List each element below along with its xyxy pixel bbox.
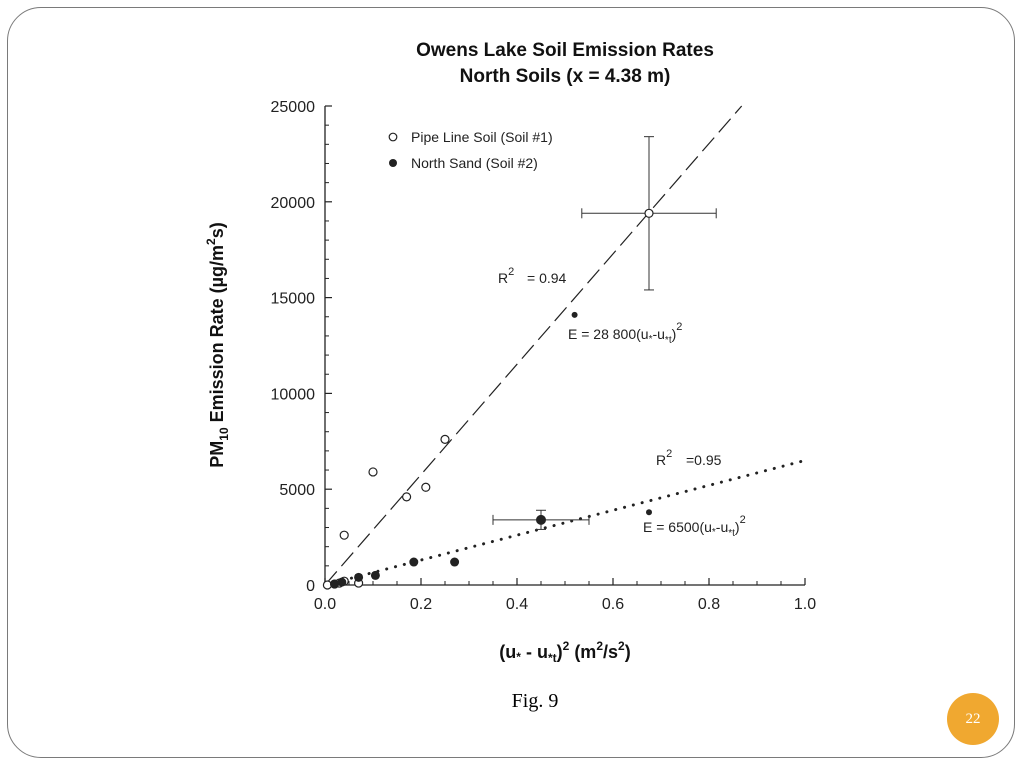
y-tick-label: 10000 [271, 386, 316, 403]
x-tick-label: 0.6 [602, 596, 624, 613]
data-point-soil-1 [368, 467, 378, 477]
fit-lines [323, 105, 807, 587]
data-point-soil-1 [402, 492, 412, 502]
data-point-soil-2 [330, 579, 340, 589]
legend-label-north-sand: North Sand (Soil #2) [411, 155, 538, 171]
axes: 0.0 0.2 0.4 0.6 0.8 1.0 0 5000 10000 15000 20000 25… [271, 99, 817, 613]
x-tick-label: 0.0 [314, 596, 336, 613]
legend: Pipe Line Soil (Soil #1) North Sand (Soi… [388, 129, 553, 171]
legend-marker-north-sand [389, 159, 397, 167]
fit-line-1 [324, 105, 743, 586]
data-point-soil-2 [337, 577, 347, 587]
data-point-soil-2 [370, 570, 380, 580]
data-point-soil-1 [421, 482, 431, 492]
fit-annotation-soil-1: R2 = 0.94 E = 28 800(u*-u*t)2 [498, 266, 682, 346]
x-axis-label: (u* - u*t)2 (m2/s2) [499, 639, 630, 665]
x-tick-label: 1.0 [794, 596, 816, 613]
r2-label-soil-1: R2 [498, 266, 514, 286]
data-point-soil-1 [440, 434, 450, 444]
data-point-soil-2 [536, 514, 546, 525]
x-tick-label: 0.2 [410, 596, 432, 613]
fit-equation-soil-1: E = 28 800(u*-u*t)2 [568, 321, 682, 346]
x-tick-label: 0.4 [506, 596, 528, 613]
y-tick-label: 15000 [271, 291, 316, 308]
fit-line-2 [323, 458, 807, 587]
r2-value-soil-1: = 0.94 [527, 270, 567, 286]
r2-value-soil-2: =0.95 [686, 452, 722, 468]
data-point-soil-1 [339, 530, 349, 540]
data-point-soil-2 [409, 557, 419, 567]
y-tick-label: 25000 [271, 99, 316, 116]
legend-label-pipe-line-soil: Pipe Line Soil (Soil #1) [411, 129, 553, 145]
fit-equation-soil-2: E = 6500(u*-u*t)2 [643, 514, 746, 539]
legend-marker-pipe-line-soil [388, 132, 398, 142]
y-tick-label: 0 [306, 578, 315, 595]
page-number-badge: 22 [947, 693, 999, 745]
fit-annotation-soil-2: R2 =0.95 E = 6500(u*-u*t)2 [643, 448, 746, 539]
y-axis-label: PM10 Emission Rate (µg/m2s) [204, 222, 231, 467]
y-tick-label: 20000 [271, 195, 316, 212]
y-tick-label: 5000 [279, 482, 315, 499]
data-point-soil-2 [354, 572, 364, 582]
data-point-soil-2 [571, 311, 578, 318]
slide-frame [7, 7, 1015, 758]
r2-label-soil-2: R2 [656, 448, 672, 468]
figure-caption: Fig. 9 [511, 690, 559, 712]
data-point-soil-2 [450, 557, 460, 567]
data-points [322, 136, 717, 590]
chart-subtitle: North Soils (x = 4.38 m) [460, 66, 671, 87]
chart-title: Owens Lake Soil Emission Rates [416, 40, 714, 61]
data-point-soil-2 [646, 509, 652, 516]
x-tick-label: 0.8 [698, 596, 720, 613]
data-point-soil-1 [644, 208, 654, 218]
